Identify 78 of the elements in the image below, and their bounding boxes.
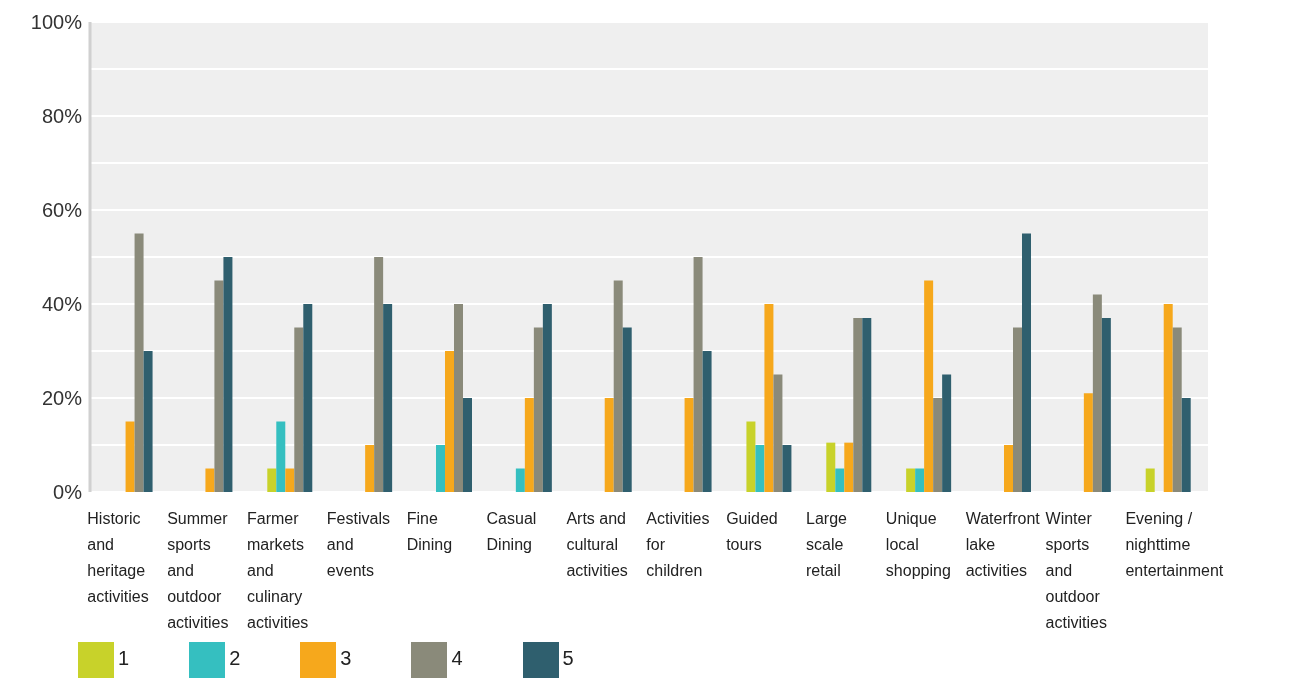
bar <box>276 421 286 492</box>
bar <box>906 468 916 492</box>
bar <box>1172 327 1182 492</box>
x-tick-label: Historic and heritage activities <box>87 510 149 605</box>
y-tick-label: 0% <box>53 481 83 504</box>
x-tick-label: Fine Dining <box>406 510 453 553</box>
bar <box>454 304 463 492</box>
bar <box>1181 398 1191 492</box>
bar <box>267 468 277 492</box>
bar <box>924 280 934 492</box>
x-tick-label: Casual Dining <box>486 510 537 553</box>
bar <box>844 442 854 492</box>
bar <box>622 327 632 492</box>
bar <box>862 318 872 492</box>
bar <box>942 374 952 492</box>
x-tick-label: Summer sports and outdoor activities <box>167 510 229 631</box>
legend-label: 5 <box>562 647 574 670</box>
x-tick-label: Farmer markets and culinary activities <box>247 510 309 631</box>
bar <box>826 442 836 492</box>
bar <box>1145 468 1155 492</box>
bar <box>303 304 313 492</box>
bar <box>125 421 135 492</box>
bar <box>365 445 375 492</box>
x-tick-label: Waterfront lake activities <box>965 510 1041 579</box>
bar <box>1101 318 1111 492</box>
bar <box>1083 393 1093 492</box>
x-tick-label: Festivals and events <box>326 510 390 579</box>
x-tick-label: Activities for children <box>646 510 710 579</box>
bar <box>1022 233 1031 492</box>
bar <box>383 304 393 492</box>
bar <box>755 445 765 492</box>
x-tick-label: Winter sports and outdoor activities <box>1045 510 1107 631</box>
bar <box>1092 294 1102 492</box>
y-tick-label: 40% <box>41 293 83 316</box>
y-tick-label: 80% <box>41 105 83 128</box>
bar <box>764 304 774 492</box>
bar <box>684 398 694 492</box>
bar <box>773 374 783 492</box>
bar <box>782 445 792 492</box>
bar <box>445 351 454 492</box>
bar <box>436 445 445 492</box>
bar <box>533 327 543 492</box>
bar <box>205 468 215 492</box>
bar <box>214 280 224 492</box>
bar <box>746 421 756 492</box>
bar <box>223 257 233 492</box>
bar <box>853 318 863 492</box>
bar <box>1004 445 1013 492</box>
bar <box>933 398 943 492</box>
x-tick-label: Unique local shopping <box>885 510 951 579</box>
bar <box>915 468 925 492</box>
x-tick-label: Guided tours <box>726 510 778 553</box>
bar <box>374 257 384 492</box>
bar <box>463 398 472 492</box>
bar <box>143 351 153 492</box>
bar <box>294 327 304 492</box>
bar <box>515 468 525 492</box>
bar <box>134 233 144 492</box>
bar <box>702 351 712 492</box>
bar <box>285 468 295 492</box>
bar <box>835 468 845 492</box>
bar <box>524 398 534 492</box>
legend-label: 1 <box>118 647 130 670</box>
x-tick-label: Arts and cultural activities <box>566 510 628 579</box>
y-tick-label: 100% <box>30 11 83 34</box>
y-tick-label: 20% <box>41 387 83 410</box>
bar <box>613 280 623 492</box>
bar <box>1013 327 1022 492</box>
legend-label: 3 <box>340 647 352 670</box>
x-tick-label: Evening / nighttime entertainment <box>1125 510 1224 579</box>
bar <box>542 304 552 492</box>
bar <box>604 398 614 492</box>
bar <box>1163 304 1173 492</box>
legend-label: 4 <box>451 647 463 670</box>
legend-label: 2 <box>229 647 241 670</box>
y-tick-label: 60% <box>41 199 83 222</box>
bar <box>693 257 703 492</box>
x-tick-label: Large scale retail <box>806 510 848 579</box>
